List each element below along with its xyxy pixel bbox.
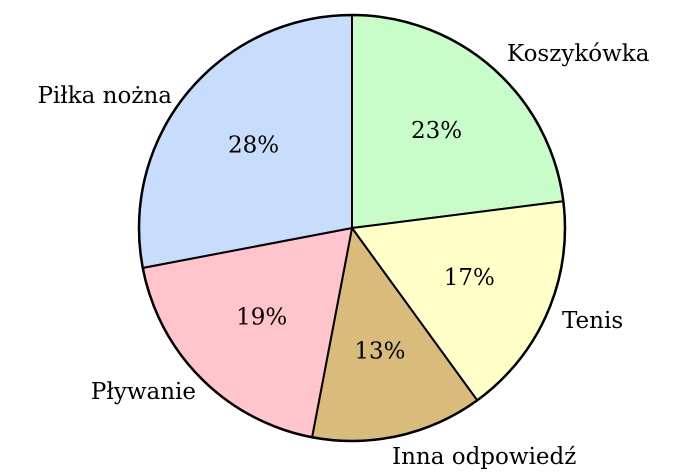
- value-label: 28%: [228, 133, 279, 159]
- value-label: 19%: [236, 304, 287, 330]
- category-label: Pływanie: [91, 379, 196, 405]
- value-label: 23%: [411, 118, 462, 144]
- category-label: Koszykówka: [507, 41, 650, 67]
- category-label: Tenis: [562, 308, 623, 334]
- category-label: Piłka nożna: [37, 83, 172, 109]
- category-label: Inna odpowiedź: [392, 444, 576, 470]
- pie-outline: [137, 13, 567, 443]
- value-label: 17%: [444, 265, 495, 291]
- value-label: 13%: [354, 339, 405, 365]
